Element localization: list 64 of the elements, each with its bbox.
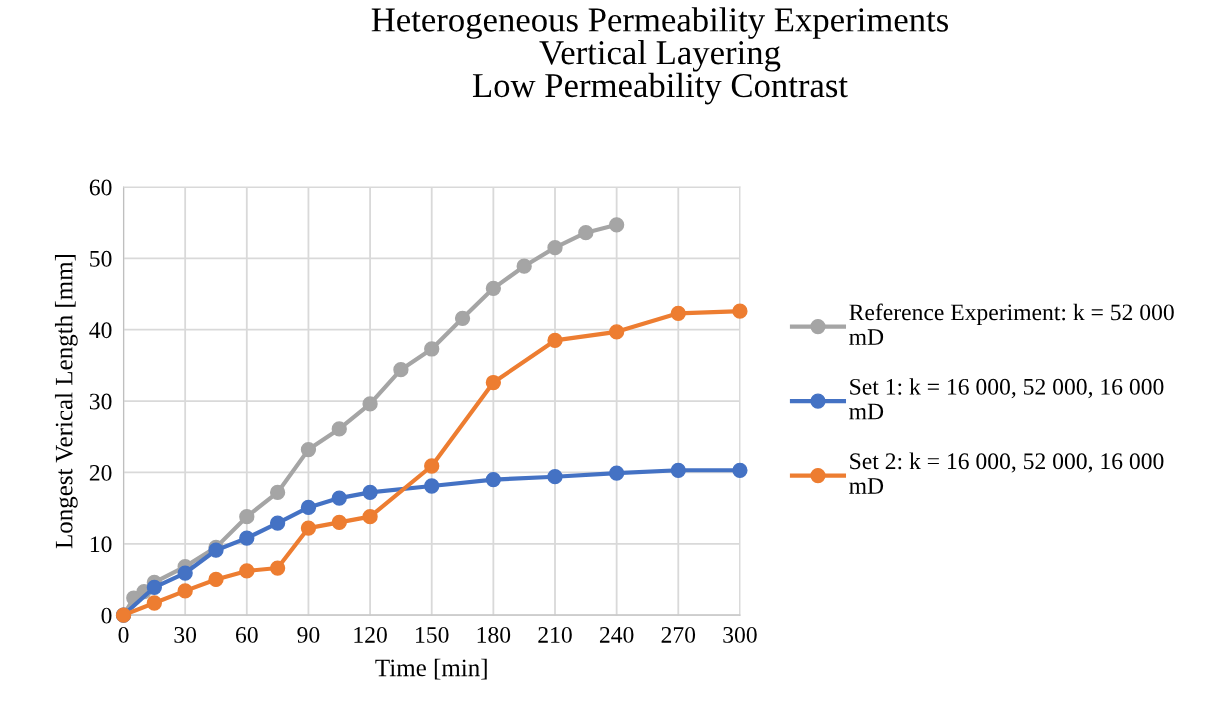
legend-label: Set 1: k = 16 000, 52 000, 16 000 mD <box>849 378 1164 420</box>
point <box>362 509 378 525</box>
legend-label: Reference Experiment: k = 52 000 mD <box>849 303 1174 345</box>
point <box>393 362 409 378</box>
x-tick-label: 30 <box>174 626 197 643</box>
point <box>146 595 162 611</box>
point <box>485 471 502 488</box>
point <box>424 341 440 357</box>
point <box>239 530 255 546</box>
point <box>732 462 748 478</box>
legend-label: Set 2: k = 16 000, 52 000, 16 000 mD <box>849 452 1164 494</box>
point <box>578 225 594 241</box>
y-tick-label: 60 <box>89 179 112 196</box>
y-tick-label: 0 <box>101 607 112 624</box>
point <box>609 217 625 233</box>
point <box>208 571 224 588</box>
point <box>300 499 317 516</box>
point <box>331 514 347 531</box>
point <box>732 303 748 319</box>
y-tick-label: 10 <box>90 536 112 553</box>
x-tick-label: 210 <box>538 626 572 643</box>
point <box>239 509 255 525</box>
point <box>670 462 686 478</box>
point <box>269 515 286 531</box>
point <box>177 565 193 581</box>
point <box>362 396 378 412</box>
x-tick-label: 270 <box>661 626 696 643</box>
chart-title: Heterogeneous Permeability Experiments Vertical Layering Low Permeability Contrast <box>371 7 948 105</box>
point <box>516 258 532 274</box>
point <box>331 421 347 437</box>
point <box>300 520 317 536</box>
y-axis-title: Longest Verical Length [mm] <box>54 254 78 549</box>
point <box>547 240 563 256</box>
point <box>424 458 440 474</box>
point <box>609 324 625 340</box>
point <box>300 441 317 458</box>
point <box>424 478 440 494</box>
x-tick-label: 240 <box>599 626 634 643</box>
point <box>485 280 502 296</box>
point <box>269 560 286 576</box>
point <box>362 484 378 501</box>
point <box>485 374 502 391</box>
point <box>239 563 255 579</box>
y-tick-label: 50 <box>90 250 112 267</box>
x-tick-label: 90 <box>297 626 320 643</box>
point <box>177 583 193 599</box>
x-axis-title: Time [min] <box>375 658 487 680</box>
x-tick-label: 150 <box>416 626 449 643</box>
point <box>547 332 563 349</box>
x-tick-label: 300 <box>723 626 757 643</box>
point <box>454 310 471 326</box>
x-tick-label: 120 <box>354 626 387 643</box>
x-tick-label: 180 <box>477 626 511 643</box>
x-tick-label: 60 <box>236 626 258 643</box>
point <box>331 490 347 506</box>
point <box>670 305 686 321</box>
y-tick-label: 40 <box>89 322 112 339</box>
y-tick-label: 30 <box>89 393 112 410</box>
point <box>146 579 162 595</box>
point <box>609 465 625 481</box>
point <box>547 469 563 485</box>
x-tick-label: 0 <box>118 626 129 643</box>
y-tick-label: 20 <box>89 464 112 481</box>
point <box>269 484 286 501</box>
